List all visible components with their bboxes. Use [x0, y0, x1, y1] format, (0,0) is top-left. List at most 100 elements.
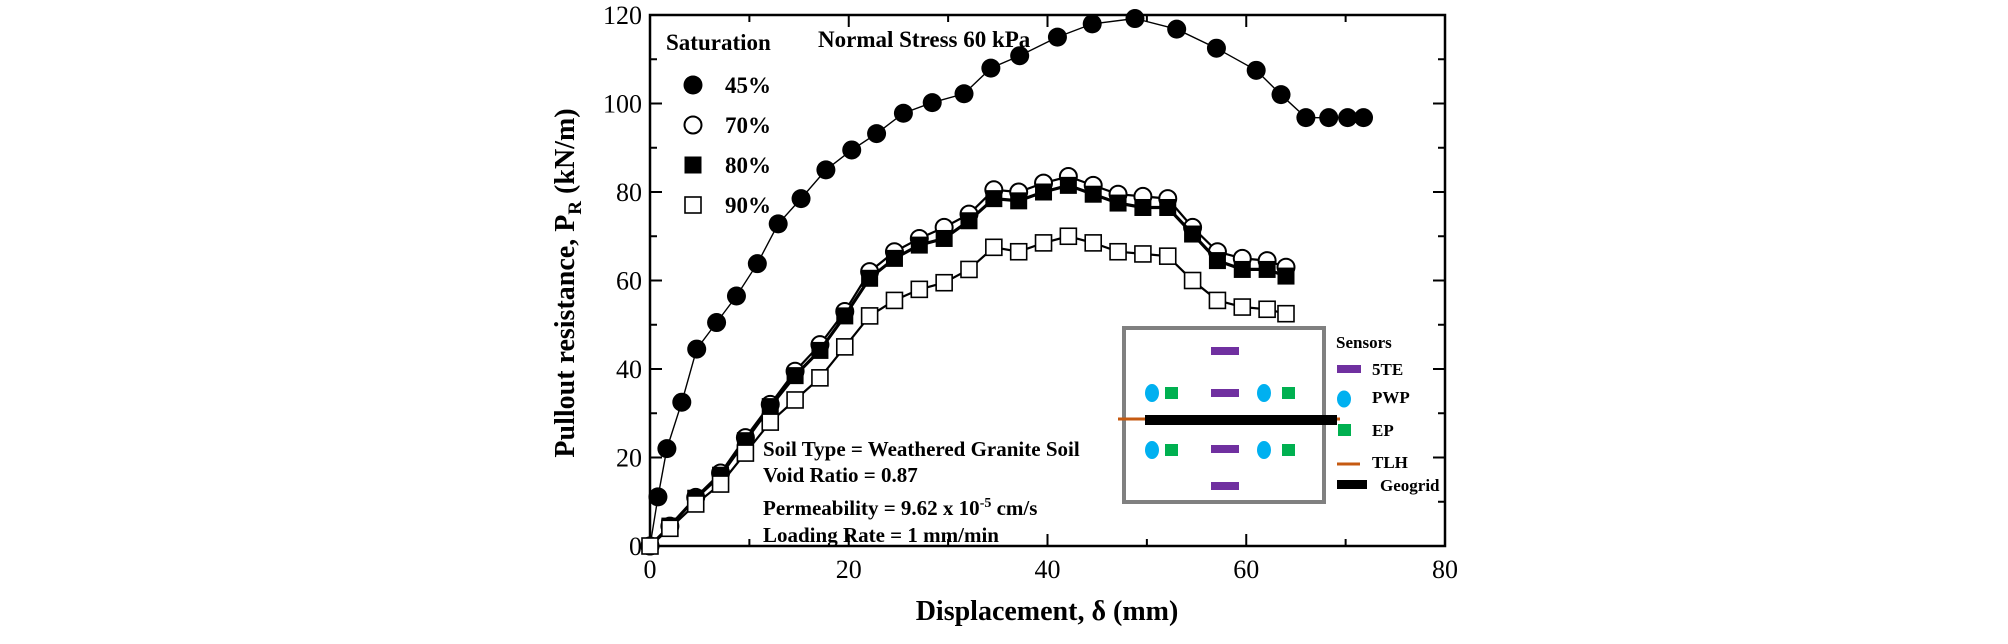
data-point — [641, 537, 659, 555]
data-point — [1134, 245, 1152, 263]
sensor-legend-title: Sensors — [1336, 333, 1392, 352]
soil-info: Soil Type = Weathered Granite Soil Void … — [763, 437, 1080, 547]
data-point — [687, 339, 707, 359]
data-point — [786, 367, 804, 385]
y-tick-label: 20 — [616, 444, 642, 473]
data-point — [985, 190, 1003, 208]
data-point — [1084, 234, 1103, 252]
y-axis-title: Pullout resistance, PR (kN/m) — [550, 108, 586, 457]
legend-marker — [684, 196, 702, 214]
data-point — [910, 280, 929, 299]
5te-sensor-icon — [1211, 482, 1239, 490]
geogrid-legend-icon — [1337, 480, 1367, 489]
loading-rate-text: Loading Rate = 1 mm/min — [763, 523, 999, 547]
data-point — [1354, 108, 1374, 128]
data-point — [960, 212, 978, 230]
legend-title: Saturation — [666, 30, 771, 55]
data-point — [1084, 185, 1102, 203]
ep-sensor-icon — [1165, 444, 1178, 456]
sensor-inset: Sensors 5TE PWP EP TLH Geogrid — [1118, 326, 1440, 504]
pwp-sensor-icon — [1145, 384, 1159, 402]
data-point — [707, 313, 727, 333]
pwp-legend-label: PWP — [1372, 388, 1410, 407]
data-point — [761, 398, 779, 416]
data-point — [1271, 85, 1291, 105]
5te-legend-label: 5TE — [1372, 360, 1403, 379]
legend-marker — [683, 115, 703, 135]
data-point — [1233, 260, 1251, 278]
legend-label: 45% — [725, 73, 771, 98]
data-point — [935, 229, 953, 247]
data-point — [1047, 27, 1067, 47]
y-tick-label: 60 — [616, 267, 642, 296]
5te-sensor-icon — [1211, 445, 1239, 453]
data-point — [861, 269, 879, 287]
data-point — [657, 439, 677, 459]
data-point — [935, 273, 953, 292]
ep-legend-label: EP — [1372, 421, 1394, 440]
ep-sensor-icon — [1282, 444, 1295, 456]
data-point — [1233, 298, 1252, 316]
data-point — [747, 254, 767, 274]
tlh-legend-label: TLH — [1372, 453, 1408, 472]
geogrid-legend-label: Geogrid — [1380, 476, 1440, 495]
ep-sensor-icon — [1165, 387, 1178, 399]
data-point — [1167, 19, 1187, 39]
data-point — [1158, 247, 1177, 265]
data-point — [910, 236, 928, 254]
data-point — [885, 291, 904, 310]
data-point — [1010, 46, 1030, 66]
data-point — [786, 391, 804, 409]
geogrid-bar-icon — [1145, 415, 1337, 425]
ep-sensor-icon — [1282, 387, 1295, 399]
ep-legend-icon — [1338, 424, 1351, 436]
data-point — [1184, 225, 1202, 243]
x-tick-label: 40 — [1035, 555, 1061, 584]
data-point — [811, 369, 829, 387]
data-point — [791, 189, 811, 209]
legend-label: 70% — [725, 113, 771, 138]
data-point — [922, 93, 942, 113]
x-tick-label: 20 — [836, 555, 862, 584]
data-point — [1109, 194, 1127, 212]
data-point — [1258, 260, 1276, 278]
5te-sensor-icon — [1211, 389, 1239, 397]
soil-type-text: Soil Type = Weathered Granite Soil — [763, 437, 1080, 461]
series-layer — [640, 9, 1374, 556]
data-point — [686, 495, 705, 513]
permeability-text: Permeability = 9.62 x 10-5 cm/s — [763, 496, 1037, 520]
data-point — [960, 260, 978, 279]
data-point — [736, 444, 755, 462]
data-point — [816, 160, 836, 180]
x-tick-label: 60 — [1233, 555, 1259, 584]
data-point — [985, 238, 1003, 257]
data-point — [1009, 242, 1028, 261]
data-point — [1246, 60, 1266, 80]
data-point — [981, 58, 1001, 78]
series-90pct — [641, 227, 1295, 555]
axis-ticks — [649, 14, 1446, 547]
data-point — [761, 413, 780, 431]
pwp-sensor-icon — [1145, 441, 1159, 459]
data-point — [1183, 271, 1202, 290]
void-ratio-text: Void Ratio = 0.87 — [763, 463, 918, 487]
data-point — [726, 286, 746, 306]
data-point — [1010, 192, 1028, 210]
legend-marker — [684, 156, 702, 174]
legend-label: 90% — [725, 193, 771, 218]
data-point — [1082, 14, 1102, 34]
y-tick-label: 0 — [629, 532, 642, 561]
data-point — [768, 214, 788, 234]
y-tick-label: 120 — [603, 1, 642, 30]
y-tick-label: 100 — [603, 90, 642, 119]
data-point — [711, 475, 730, 493]
data-point — [1338, 108, 1358, 128]
data-point — [885, 249, 903, 267]
data-point — [1258, 300, 1276, 319]
data-point — [672, 392, 692, 412]
data-point — [836, 307, 854, 325]
y-tick-label: 40 — [616, 355, 642, 384]
data-point — [1296, 108, 1316, 128]
data-point — [811, 341, 829, 359]
